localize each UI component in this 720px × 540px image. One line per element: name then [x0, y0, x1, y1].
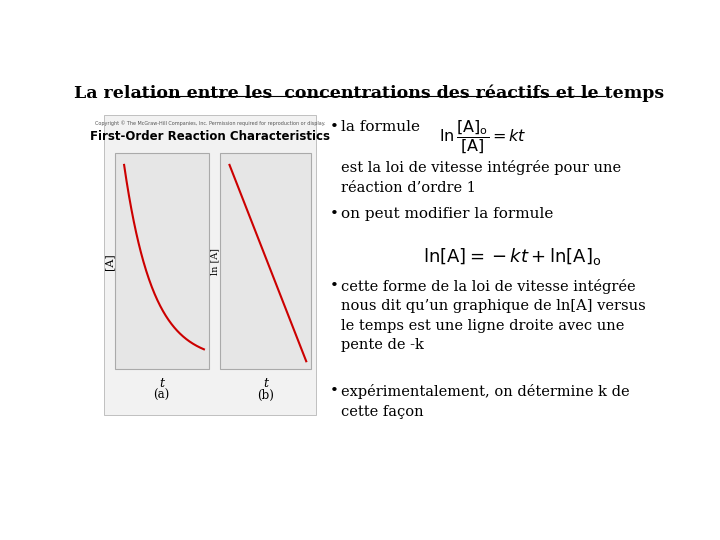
Text: •: • [330, 384, 339, 399]
Text: t: t [159, 377, 164, 390]
FancyBboxPatch shape [104, 115, 316, 415]
Text: •: • [330, 120, 339, 134]
FancyBboxPatch shape [220, 153, 311, 369]
Text: t: t [263, 377, 268, 390]
Text: expérimentalement, on détermine k de
cette façon: expérimentalement, on détermine k de cet… [341, 384, 630, 419]
Text: $\ln\dfrac{[\mathrm{A}]_{\mathrm{o}}}{[\mathrm{A}]} = kt$: $\ln\dfrac{[\mathrm{A}]_{\mathrm{o}}}{[\… [438, 119, 526, 156]
Text: Copyright © The McGraw-Hill Companies, Inc. Permission required for reproduction: Copyright © The McGraw-Hill Companies, I… [95, 120, 325, 126]
Text: •: • [330, 279, 339, 293]
Text: [A]: [A] [104, 253, 114, 269]
Text: First-Order Reaction Characteristics: First-Order Reaction Characteristics [90, 130, 330, 143]
Text: on peut modifier la formule: on peut modifier la formule [341, 207, 554, 221]
Text: cette forme de la loi de vitesse intégrée
nous dit qu’un graphique de ln[A] vers: cette forme de la loi de vitesse intégré… [341, 279, 646, 353]
Text: la formule: la formule [341, 120, 420, 134]
Text: est la loi de vitesse intégrée pour une
réaction d’ordre 1: est la loi de vitesse intégrée pour une … [341, 160, 621, 195]
Text: (b): (b) [257, 389, 274, 402]
Text: •: • [330, 207, 339, 221]
Text: ln [A]: ln [A] [210, 248, 220, 275]
Text: La relation entre les  concentrations des réactifs et le temps: La relation entre les concentrations des… [74, 84, 664, 102]
Text: $\ln[\mathrm{A}] = -kt + \ln[\mathrm{A}]_{\mathrm{o}}$: $\ln[\mathrm{A}] = -kt + \ln[\mathrm{A}]… [423, 246, 602, 267]
Text: (a): (a) [153, 389, 170, 402]
FancyBboxPatch shape [114, 153, 209, 369]
